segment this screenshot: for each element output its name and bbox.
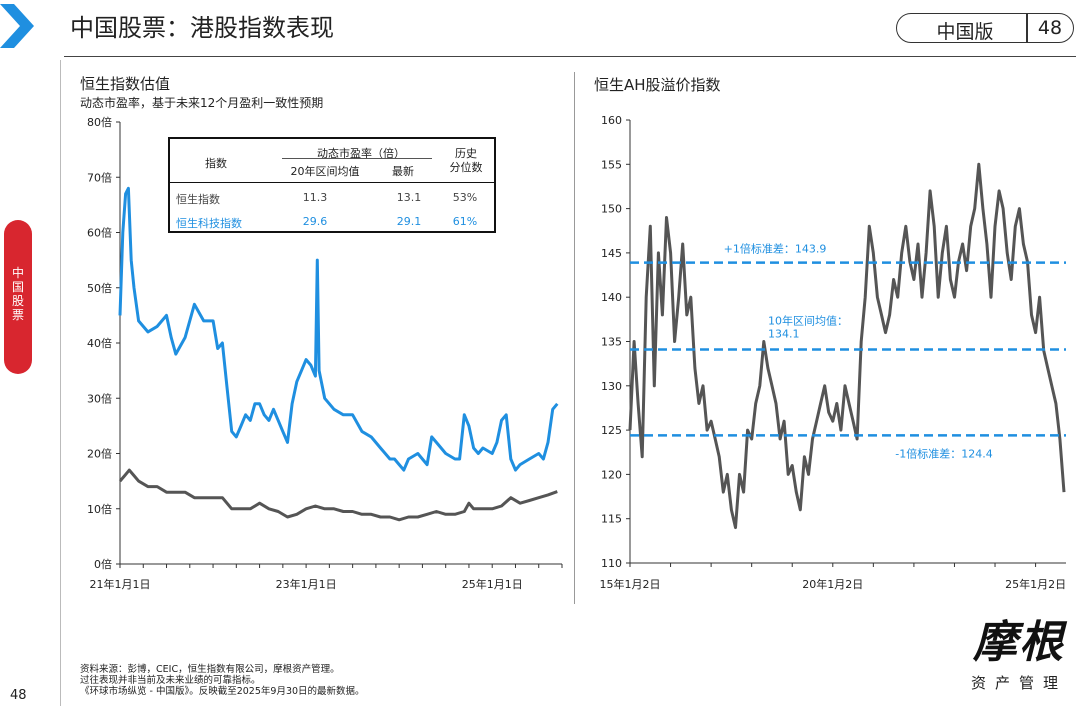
x-tick-label: 23年1月1日 [276,577,337,591]
table-header-latest: 最新 [392,165,414,178]
y-tick-label: 120 [601,468,622,481]
y-tick-label: 140 [601,291,622,304]
header-rule [64,56,1076,57]
series-line-hstech [118,186,559,472]
x-tick-label: 20年1月2日 [802,577,863,591]
y-tick-label: 40倍 [87,336,112,350]
table-cell-avg: 29.6 [302,215,328,228]
reference-label: -1倍标准差：124.4 [895,446,992,460]
y-tick-label: 115 [601,513,622,526]
brand-logo: 摩根 资产管理 [960,606,1078,693]
x-tick-label: 25年1月2日 [1005,577,1066,591]
edition-label: 中国版 [936,21,994,43]
section-tab-label: 中国股票 [11,266,24,322]
table-cell-avg: 11.3 [302,191,328,204]
footer-page-number: 48 [10,688,27,703]
y-tick-label: 110 [601,557,622,570]
footnotes: 资料来源：彭博，CEIC，恒生指数有限公司，摩根资产管理。 过往表现并非当前及未… [80,664,365,697]
x-tick-label: 25年1月1日 [462,577,523,591]
page-title: 中国股票：港股指数表现 [70,14,334,42]
footnote: 资料来源：彭博，CEIC，恒生指数有限公司，摩根资产管理。 [80,664,340,675]
x-tick-label: 21年1月1日 [90,577,151,591]
left-rule [60,60,61,706]
table-cell-latest: 13.1 [396,191,422,204]
y-tick-label: 50倍 [87,281,112,295]
table-header-avg: 20年区间均值 [290,165,360,178]
y-tick-label: 70倍 [87,170,112,184]
left-chart-title: 恒生指数估值 [80,75,171,93]
reference-label: 10年区间均值： [768,313,848,327]
table-group-header: 动态市盈率（倍） [317,147,405,160]
y-tick-label: 155 [601,158,622,171]
brand-name: 摩根 [973,617,1065,668]
valuation-table: 动态市盈率（倍） 指数 20年区间均值 最新 历史 分位数 恒生指数 11.3 1… [168,137,496,233]
y-tick-label: 135 [601,336,622,349]
y-tick-label: 150 [601,203,622,216]
table-row-name: 恒生科技指数 [176,217,242,230]
y-tick-label: 0倍 [94,557,112,571]
table-cell-percentile: 53% [452,191,478,204]
table-header-percentile: 历史 分位数 [449,147,483,174]
table-cell-percentile: 61% [452,215,478,228]
series-line-ah [628,162,1066,530]
reference-label: +1倍标准差：143.9 [724,242,827,256]
y-tick-label: 20倍 [87,447,112,461]
chart-divider [574,72,575,604]
y-tick-label: 60倍 [87,226,112,240]
table-row-name: 恒生指数 [176,193,220,206]
table-cell-latest: 29.1 [396,215,422,228]
table-header-index: 指数 [205,157,227,170]
right-chart-title: 恒生AH股溢价指数 [594,76,721,94]
edition-badge [896,13,1074,43]
y-tick-label: 130 [601,380,622,393]
reference-value: 134.1 [768,327,800,340]
footnote: 《环球市场纵览 - 中国版》。反映截至2025年9月30日的最新数据。 [80,686,365,697]
section-tab[interactable] [4,220,32,374]
left-chart-subtitle: 动态市盈率，基于未来12个月盈利一致性预期 [80,96,324,110]
y-tick-label: 30倍 [87,391,112,405]
footnote: 过往表现并非当前及未来业绩的可靠指标。 [80,675,261,686]
badge-divider [1026,13,1028,43]
series-line-hsi [118,468,558,522]
chevron-logo-icon [0,4,36,52]
y-tick-label: 160 [601,114,622,127]
page-number-badge: 48 [1037,17,1063,39]
brand-tagline: 资产管理 [970,674,1067,692]
y-tick-label: 80倍 [87,115,112,129]
y-tick-label: 10倍 [87,502,112,516]
x-tick-label: 15年1月2日 [600,577,661,591]
y-tick-label: 145 [601,247,622,260]
y-tick-label: 125 [601,424,622,437]
